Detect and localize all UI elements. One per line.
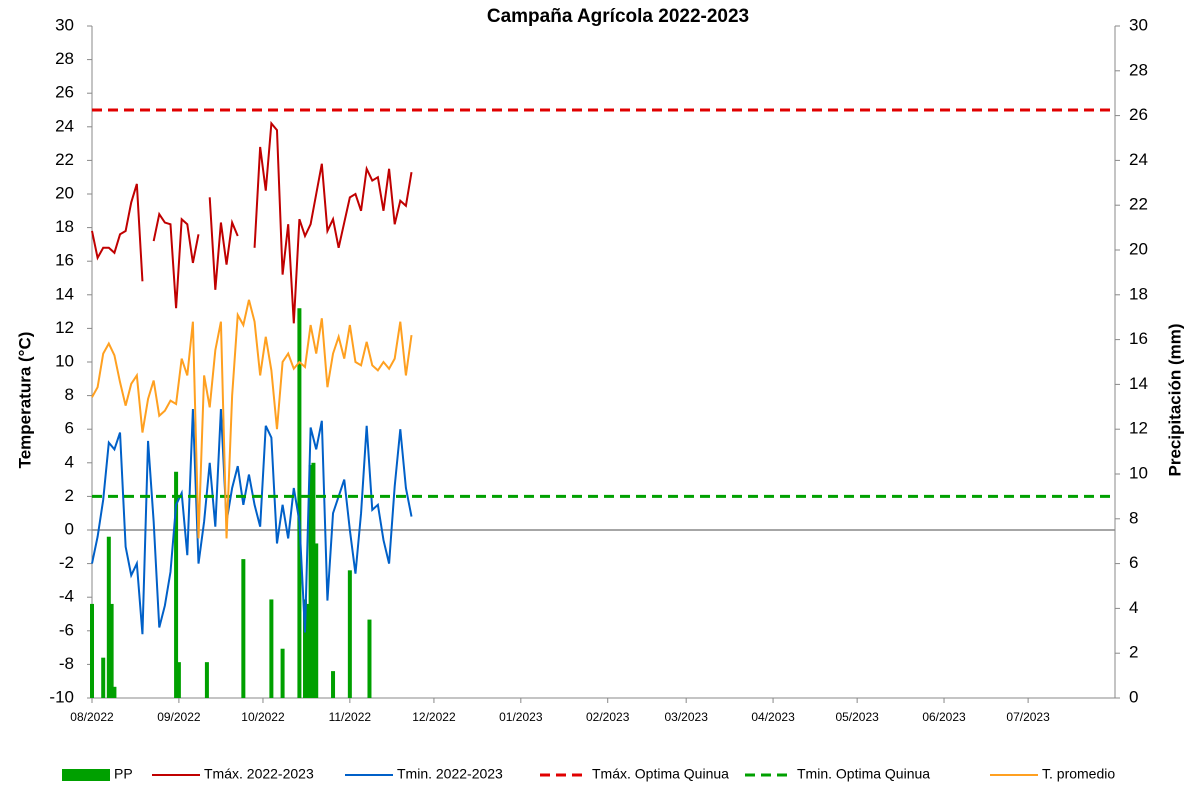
legend-label: Tmáx. Optima Quinua: [592, 766, 729, 782]
y2-tick-label: 14: [1129, 374, 1148, 393]
x-tick-label: 07/2023: [1006, 710, 1050, 724]
y-tick-label: 20: [55, 183, 74, 202]
y2-tick-label: 18: [1129, 284, 1148, 303]
y2-tick-label: 28: [1129, 60, 1148, 79]
y-tick-label: -8: [59, 654, 74, 673]
x-tick-label: 10/2022: [241, 710, 285, 724]
bar: [308, 465, 313, 698]
y-tick-label: 6: [65, 419, 74, 438]
y-tick-label: -10: [49, 687, 74, 706]
x-tick-label: 11/2022: [329, 710, 372, 724]
y-tick-label: 26: [55, 83, 74, 102]
bar: [331, 671, 336, 698]
line: [91, 408, 413, 635]
y-tick-label: 14: [55, 284, 74, 303]
bar: [204, 662, 209, 698]
y2-tick-label: 12: [1129, 419, 1148, 438]
y2-tick-label: 10: [1129, 463, 1148, 482]
y-tick-label: 8: [65, 385, 74, 404]
y2-tick-label: 2: [1129, 643, 1138, 662]
bar: [311, 462, 316, 698]
legend-label: T. promedio: [1042, 766, 1115, 782]
y2-tick-label: 0: [1129, 687, 1138, 706]
y-tick-label: 18: [55, 217, 74, 236]
y-tick-label: 2: [65, 486, 74, 505]
y2-tick-label: 26: [1129, 105, 1148, 124]
bar: [112, 686, 117, 698]
bar: [176, 662, 181, 698]
bar: [101, 657, 106, 698]
bar: [241, 559, 246, 698]
bar: [305, 603, 310, 698]
bar: [347, 570, 352, 698]
x-tick-label: 04/2023: [751, 710, 795, 724]
x-tick-label: 09/2022: [157, 710, 201, 724]
x-tick-label: 01/2023: [499, 710, 543, 724]
bar: [90, 603, 94, 698]
bar: [314, 543, 319, 698]
line: [91, 120, 413, 324]
y2-tick-label: 22: [1129, 195, 1148, 214]
y-tick-label: -2: [59, 553, 74, 572]
y2-axis-label: Precipitación (mm): [1165, 323, 1184, 476]
y2-tick-label: 4: [1129, 598, 1138, 617]
y-tick-label: 12: [55, 318, 74, 337]
bar: [174, 471, 179, 698]
legend-swatch: [62, 769, 110, 781]
y-tick-label: 22: [55, 150, 74, 169]
y-tick-label: 16: [55, 251, 74, 270]
bar: [109, 603, 114, 698]
x-tick-label: 02/2023: [586, 710, 630, 724]
x-tick-label: 03/2023: [664, 710, 708, 724]
y-tick-label: 28: [55, 49, 74, 68]
legend-label: Tmin. Optima Quinua: [797, 766, 930, 782]
y-tick-label: 10: [55, 351, 74, 370]
chart-title: Campaña Agrícola 2022-2023: [487, 6, 749, 27]
bar: [297, 308, 302, 698]
y-tick-label: 24: [55, 116, 74, 135]
y2-tick-label: 16: [1129, 329, 1148, 348]
legend-label: Tmin. 2022-2023: [397, 766, 503, 782]
y-tick-label: -6: [59, 620, 74, 639]
y2-tick-label: 6: [1129, 553, 1138, 572]
y2-tick-label: 8: [1129, 508, 1138, 527]
y-tick-label: 0: [65, 519, 74, 538]
y-axis-label: Temperatura (°C): [15, 332, 34, 469]
x-tick-label: 05/2023: [835, 710, 879, 724]
bar: [269, 599, 274, 698]
x-tick-label: 12/2022: [412, 710, 456, 724]
x-tick-label: 08/2022: [70, 710, 114, 724]
legend-label: PP: [114, 766, 133, 782]
y2-tick-label: 20: [1129, 239, 1148, 258]
legend-label: Tmáx. 2022-2023: [204, 766, 314, 782]
bar: [367, 619, 372, 698]
y-tick-label: -4: [59, 587, 74, 606]
x-tick-label: 06/2023: [922, 710, 966, 724]
bar: [106, 536, 111, 698]
y2-tick-label: 24: [1129, 150, 1148, 169]
y2-tick-label: 30: [1129, 15, 1148, 34]
line: [91, 299, 413, 539]
y-tick-label: 4: [65, 452, 74, 471]
bar: [280, 648, 285, 698]
bar: [303, 599, 308, 698]
y-tick-label: 30: [55, 15, 74, 34]
